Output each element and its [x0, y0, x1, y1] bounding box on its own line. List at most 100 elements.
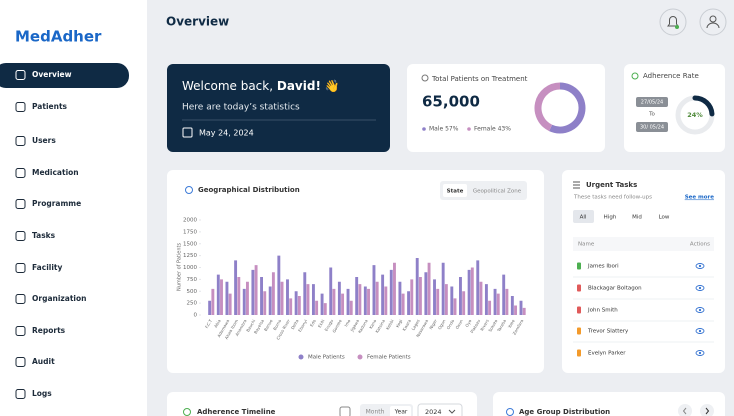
bar	[393, 262, 396, 315]
nav-item[interactable]: Overview	[32, 70, 72, 79]
globe-icon	[185, 186, 193, 194]
tab[interactable]: State	[447, 189, 464, 195]
bar	[462, 291, 466, 315]
task-name: Trevor Slattery	[587, 329, 629, 335]
view-icon-pupil	[698, 308, 702, 312]
nav-item[interactable]: Programme	[32, 199, 81, 208]
to-pill	[636, 122, 668, 132]
nav-item[interactable]: Tasks	[32, 231, 56, 240]
view-button[interactable]	[695, 263, 705, 269]
y-tick-label: 500	[187, 289, 198, 295]
bar	[375, 281, 379, 315]
bar	[418, 277, 422, 315]
y-tick-label: 2000	[183, 218, 197, 224]
bar	[436, 288, 440, 315]
year-select[interactable]	[417, 403, 463, 416]
x-tick-label: Gombe	[331, 318, 343, 333]
notification-button[interactable]	[659, 8, 687, 36]
bar	[271, 272, 275, 315]
task-name: Blackagar Boltagon	[588, 286, 642, 292]
bar	[398, 281, 402, 315]
user-name: David!	[277, 79, 321, 93]
year-option[interactable]: Year	[394, 409, 408, 416]
tab-active[interactable]	[443, 184, 467, 197]
bar	[228, 293, 232, 315]
view-button[interactable]	[695, 285, 705, 291]
nav-item[interactable]: Logs	[32, 389, 52, 398]
bar	[459, 277, 462, 315]
next-button[interactable]	[700, 404, 714, 416]
x-tick-label: Ogun	[437, 318, 447, 330]
filter[interactable]: High	[604, 215, 617, 221]
filter[interactable]: Low	[659, 215, 670, 221]
nav-item[interactable]: Medication	[32, 168, 79, 177]
view-button[interactable]	[695, 307, 705, 313]
nav-icon	[15, 263, 26, 273]
nav-item[interactable]: Facility	[32, 263, 62, 272]
nav-active	[0, 63, 129, 88]
bar	[467, 269, 471, 315]
x-tick-label: Abia	[213, 318, 222, 329]
x-tick-label: F.C.T	[204, 318, 213, 329]
bar	[329, 267, 333, 315]
month-option[interactable]: Month	[366, 409, 385, 416]
filter[interactable]: Mid	[632, 215, 642, 221]
nav-icon	[15, 70, 26, 80]
x-tick-label: Ekiti	[317, 319, 326, 329]
user-icon-body	[706, 22, 720, 29]
prev-arrow	[682, 407, 687, 415]
bar	[407, 291, 411, 315]
x-tick-label: Lagos	[410, 319, 420, 332]
calendar-button[interactable]	[339, 406, 351, 416]
calendar-icon	[182, 127, 193, 138]
nav-item[interactable]: Users	[32, 136, 56, 145]
legend-label: Male Patients	[308, 355, 345, 361]
view-icon-pupil	[698, 329, 702, 333]
nav-item[interactable]: Reports	[32, 326, 66, 335]
bar	[363, 286, 367, 315]
y-axis-label: Number of Patients	[177, 243, 183, 291]
bar	[286, 279, 289, 315]
bar	[220, 279, 223, 315]
bar	[493, 288, 497, 315]
tab[interactable]: Geopolitical Zone	[473, 189, 522, 195]
y-tick-label: 1250	[183, 253, 197, 259]
view-button[interactable]	[695, 350, 705, 356]
bar	[410, 279, 414, 315]
filter[interactable]: All	[580, 215, 587, 221]
priority-icon	[577, 349, 581, 357]
priority-icon	[577, 262, 581, 270]
x-tick-label: Kano	[368, 318, 378, 330]
chart-title: Geographical Distribution	[198, 186, 300, 194]
x-tick-label: Katsina	[374, 318, 386, 334]
x-tick-label: Oyo	[464, 318, 473, 328]
date: May 24, 2024	[199, 129, 254, 138]
x-tick-label: Niger	[428, 318, 438, 330]
adherence-title: Adherence Rate	[643, 72, 699, 80]
nav-item[interactable]: Audit	[32, 357, 55, 366]
list-icon	[573, 181, 580, 189]
tasks-title: Urgent Tasks	[586, 181, 637, 189]
x-tick-label: Yobe	[506, 318, 516, 330]
bar	[384, 286, 388, 315]
bar	[251, 269, 255, 315]
bar	[441, 262, 445, 315]
view-icon-pupil	[698, 351, 702, 355]
age-title: Age Group Distribution	[519, 408, 610, 416]
to-label: To	[648, 112, 655, 118]
adherence-icon	[631, 72, 639, 80]
legend-dot	[357, 354, 363, 360]
nav-icon	[15, 326, 26, 336]
legend-dot	[298, 354, 304, 360]
nav-item[interactable]: Patients	[32, 102, 68, 111]
bar	[424, 272, 428, 315]
view-button[interactable]	[695, 328, 705, 334]
bar	[289, 298, 293, 315]
nav-item[interactable]: Organization	[32, 294, 87, 303]
notification-dot	[675, 25, 679, 29]
prev-button[interactable]	[678, 404, 692, 416]
nav: Overview Patients Users Medication Programme…	[0, 63, 129, 399]
see-more-link[interactable]: See more	[685, 195, 715, 201]
x-tick-label: Kwara	[401, 318, 412, 332]
